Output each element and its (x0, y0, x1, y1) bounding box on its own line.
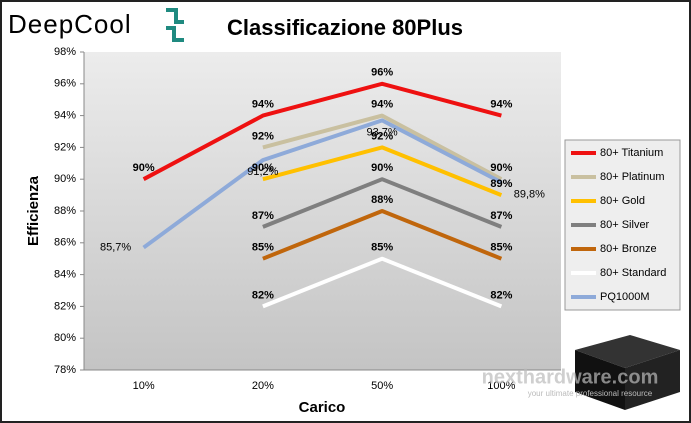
data-label: 82% (490, 289, 512, 301)
y-tick-label: 86% (54, 237, 76, 249)
data-label: 85% (371, 242, 393, 254)
y-axis-title: Efficienza (25, 175, 42, 246)
x-tick-label: 10% (133, 380, 155, 392)
legend-label: 80+ Titanium (600, 147, 663, 159)
legend-label: 80+ Bronze (600, 243, 657, 255)
data-label: 90% (371, 162, 393, 174)
x-tick-label: 20% (252, 380, 274, 392)
x-axis-title: Carico (299, 399, 346, 416)
data-label: 90% (252, 162, 274, 174)
watermark-subtitle: your ultimate professional resource (528, 389, 653, 398)
data-label: 89,8% (514, 188, 545, 200)
chart-title: Classificazione 80Plus (227, 15, 463, 40)
x-tick-label: 50% (371, 380, 393, 392)
series-line (262, 209, 503, 261)
x-tick-label: 100% (487, 380, 515, 392)
y-tick-label: 90% (54, 173, 76, 185)
y-tick-label: 88% (54, 205, 76, 217)
data-label: 88% (371, 194, 393, 206)
brand: DeepCool (8, 9, 132, 39)
data-label: 96% (371, 67, 393, 79)
data-label: 87% (490, 210, 512, 222)
y-tick-label: 98% (54, 46, 76, 58)
y-tick-label: 92% (54, 141, 76, 153)
data-label: 90% (133, 162, 155, 174)
y-tick-label: 78% (54, 364, 76, 376)
legend-label: 80+ Platinum (600, 171, 665, 183)
series-line (142, 118, 503, 250)
plot-area (84, 52, 561, 370)
data-label: 91,2% (247, 166, 278, 178)
y-tick-label: 84% (54, 269, 76, 281)
legend-label: 80+ Silver (600, 219, 650, 231)
series-line (142, 81, 502, 181)
legend-label: 80+ Standard (600, 267, 666, 279)
series-line (262, 113, 503, 181)
y-tick-label: 94% (54, 110, 76, 122)
data-label: 89% (490, 178, 512, 190)
brand-logo (166, 8, 184, 42)
data-label: 90% (490, 162, 512, 174)
data-label: 85,7% (100, 241, 131, 253)
legend-label: PQ1000M (600, 291, 650, 303)
watermark: nexthardware.com (482, 366, 659, 388)
legend-label: 80+ Gold (600, 195, 645, 207)
data-label: 82% (252, 289, 274, 301)
data-label: 94% (371, 99, 393, 111)
psu-image (575, 335, 680, 410)
y-tick-label: 82% (54, 300, 76, 312)
series-line (262, 256, 503, 309)
series-line (262, 177, 503, 229)
y-tick-label: 96% (54, 78, 76, 90)
data-label: 92% (371, 130, 393, 142)
data-label: 94% (490, 99, 512, 111)
data-label: 85% (252, 242, 274, 254)
data-label: 92% (252, 130, 274, 142)
data-label: 85% (490, 242, 512, 254)
data-label: 87% (252, 210, 274, 222)
data-label: 94% (252, 99, 274, 111)
data-label: 93,7% (367, 126, 398, 138)
series-line (262, 145, 503, 197)
y-tick-label: 80% (54, 332, 76, 344)
